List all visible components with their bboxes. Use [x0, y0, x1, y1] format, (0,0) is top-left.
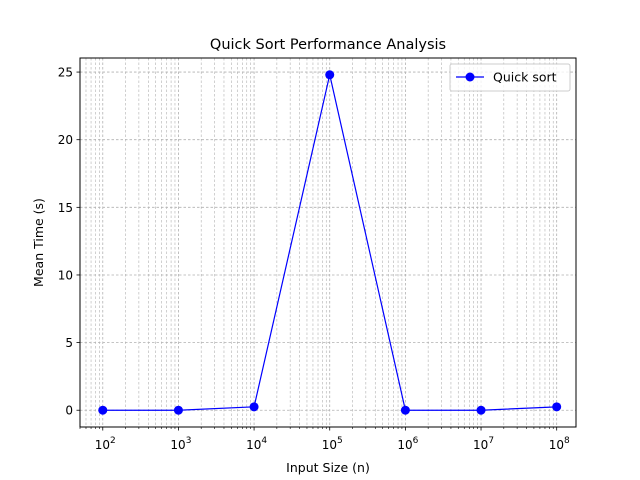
y-tick-label: 5	[65, 336, 73, 350]
y-tick-label: 25	[58, 66, 73, 80]
data-point	[173, 405, 183, 415]
x-tick-label: 105	[322, 436, 343, 452]
data-point	[476, 405, 486, 415]
x-tick-label: 102	[95, 436, 116, 452]
plot-frame	[79, 57, 577, 428]
y-axis-label: Mean Time (s)	[31, 198, 46, 287]
legend: Quick sort	[449, 63, 571, 92]
x-tick-label: 107	[473, 436, 494, 452]
legend-series-label: Quick sort	[493, 70, 557, 85]
y-tick-label: 15	[58, 201, 73, 215]
x-tick-label: 103	[170, 436, 191, 452]
data-point	[325, 70, 335, 80]
legend-series-marker	[465, 72, 475, 82]
data-point	[249, 402, 259, 412]
data-point	[98, 405, 108, 415]
axis-ticks: 102 103 104 105 106 107 108 0 5 10 15 20 25	[58, 66, 570, 452]
series-layer	[98, 70, 562, 415]
y-tick-label: 0	[65, 404, 73, 418]
x-axis-label: Input Size (n)	[286, 460, 370, 475]
y-tick-label: 20	[58, 133, 73, 147]
y-tick-label: 10	[58, 268, 73, 282]
x-tick-label: 106	[397, 436, 418, 452]
data-point	[400, 405, 410, 415]
x-tick-label: 108	[549, 436, 570, 452]
chart-title: Quick Sort Performance Analysis	[210, 37, 446, 53]
x-tick-label: 104	[246, 436, 267, 452]
legend-box	[449, 63, 571, 92]
data-point	[552, 402, 562, 412]
